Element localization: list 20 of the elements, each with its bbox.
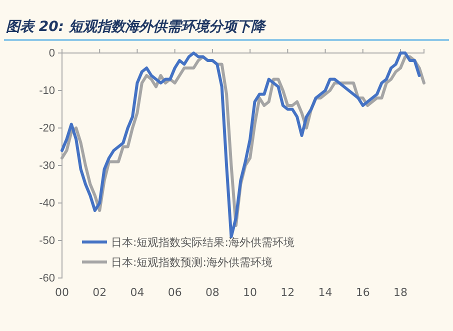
y-tick-label: -40 — [39, 198, 55, 210]
x-tick-label: 12 — [280, 286, 295, 299]
y-tick-label: -60 — [39, 272, 55, 285]
y-tick-label: -50 — [39, 235, 55, 248]
x-tick-label: 06 — [168, 286, 182, 299]
x-tick-label: 14 — [318, 286, 332, 299]
x-tick-label: 16 — [356, 286, 370, 299]
x-tick-label: 08 — [205, 286, 220, 299]
x-tick-label: 04 — [130, 286, 144, 299]
x-tick-label: 10 — [243, 286, 258, 299]
y-tick-label: -30 — [39, 160, 55, 172]
y-tick-label: -10 — [39, 85, 55, 98]
y-tick-label: -20 — [39, 122, 55, 135]
y-tick-label: 0 — [48, 48, 55, 60]
x-tick-label: 02 — [92, 286, 107, 299]
legend-label: 日本:短观指数实际结果:海外供需环境 — [111, 236, 294, 249]
legend-label: 日本:短观指数预测:海外供需环境 — [111, 256, 272, 269]
x-tick-label: 18 — [393, 286, 408, 299]
chart-title: 图表 20: 短观指数海外供需环境分项下降 — [6, 18, 267, 35]
x-tick-label: 00 — [55, 286, 69, 299]
